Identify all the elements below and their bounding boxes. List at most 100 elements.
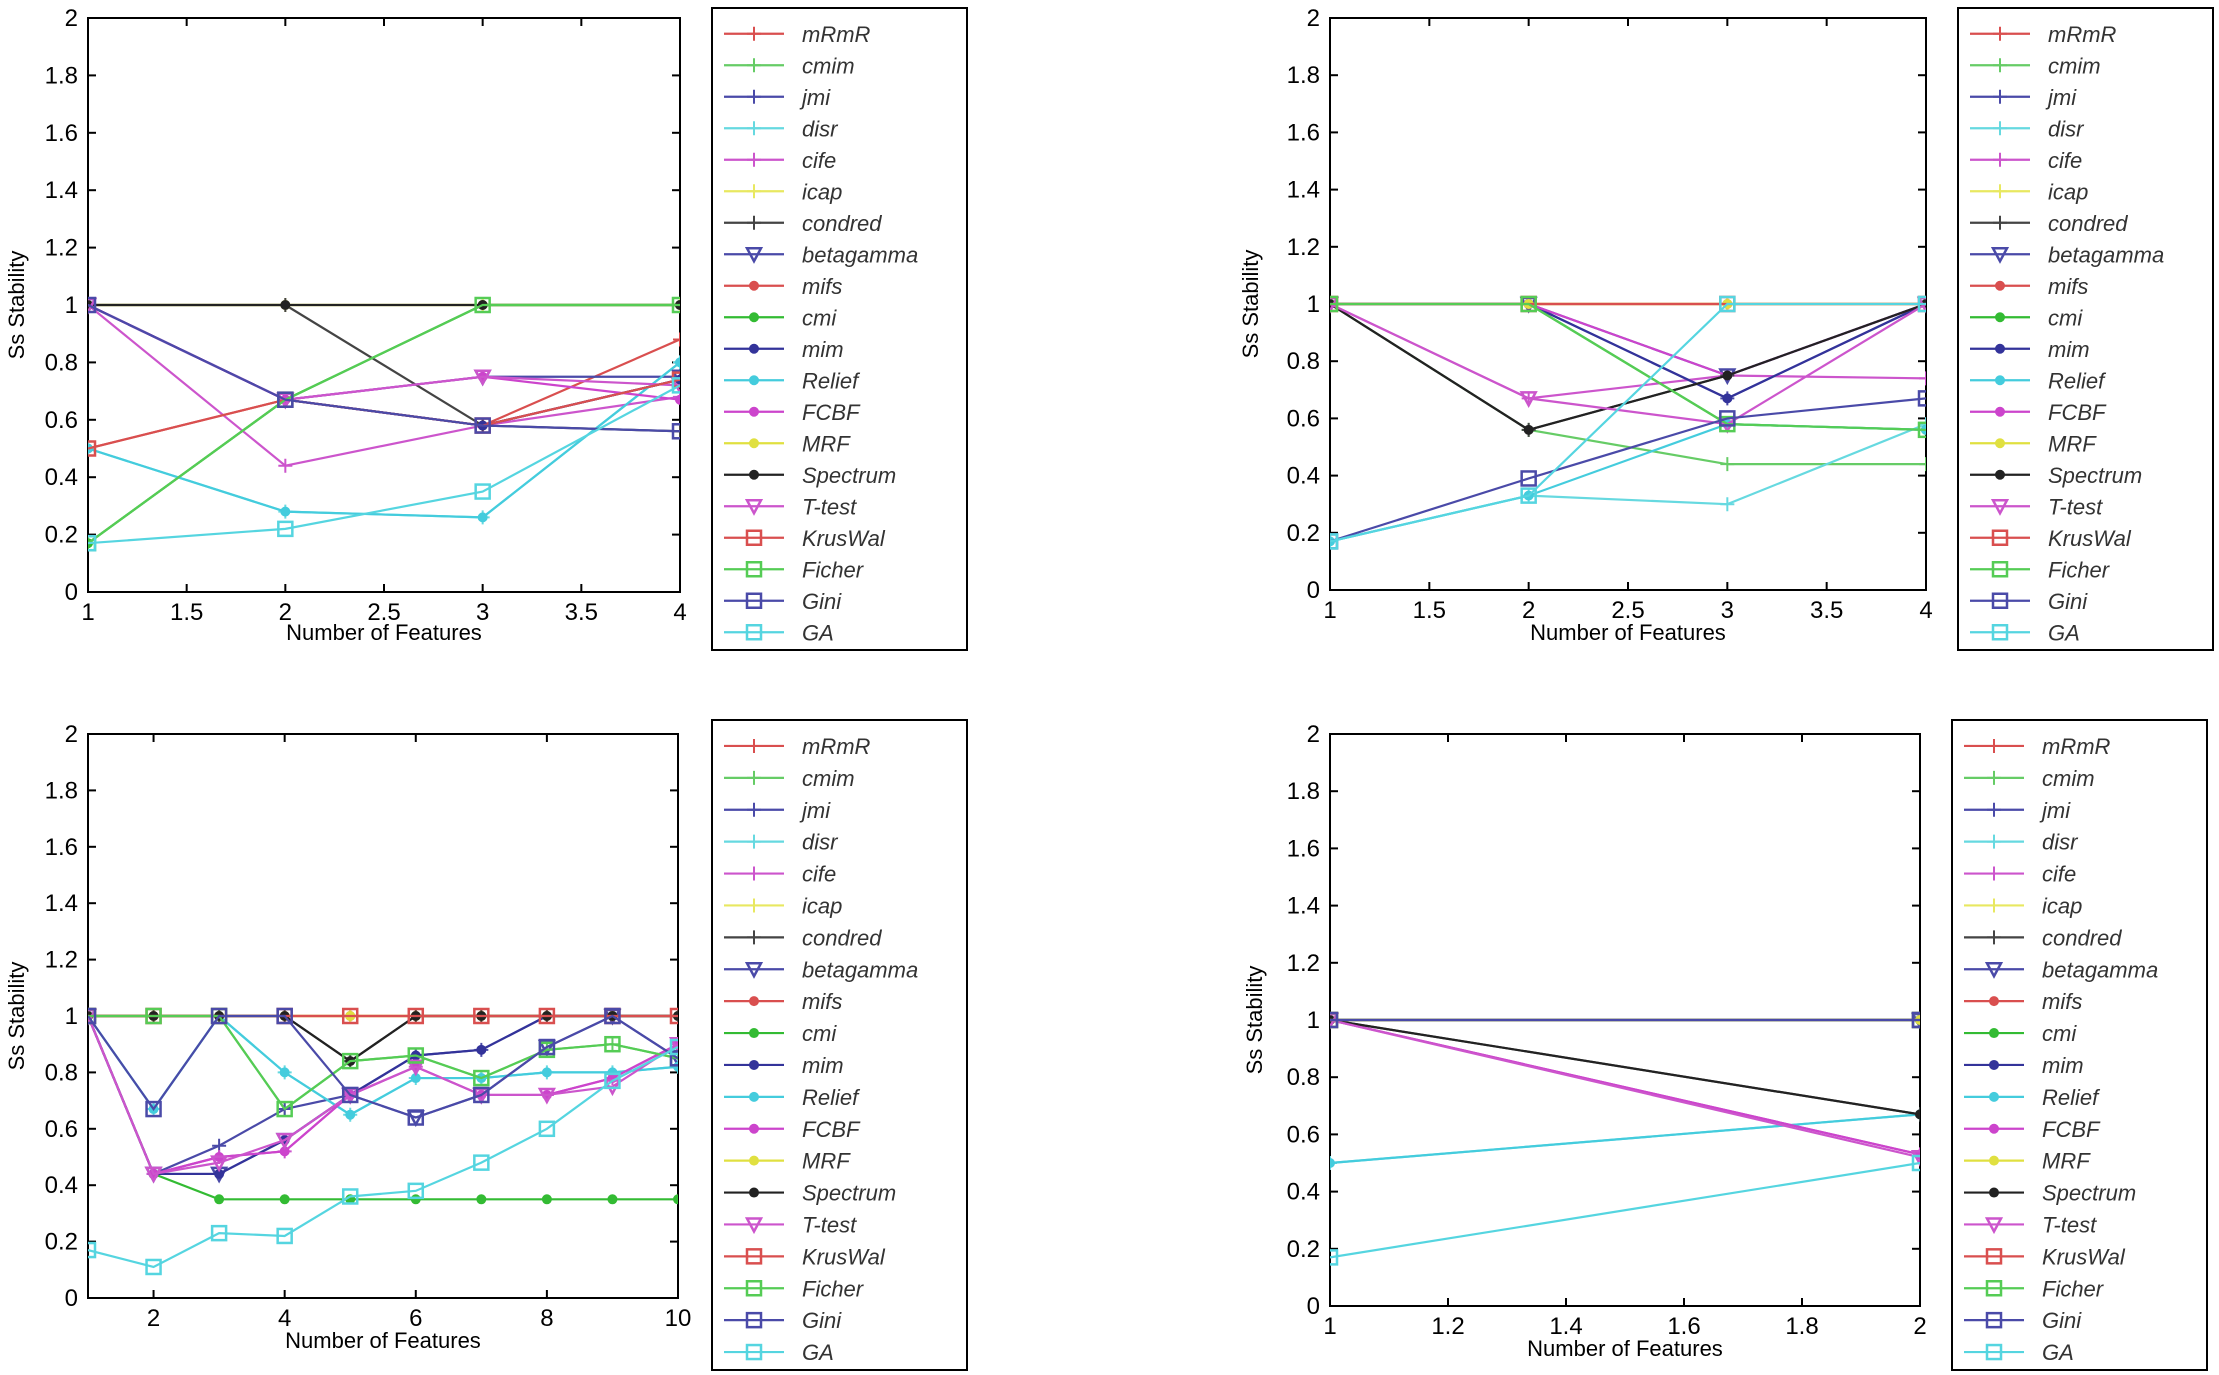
series-cmim [1330, 297, 1926, 472]
legend-marker [749, 1028, 759, 1039]
legend-marker [1991, 561, 2009, 578]
y-tick-label: 1.6 [45, 120, 78, 147]
series-ficher [88, 296, 680, 552]
legend-marker [749, 1155, 759, 1166]
y-axis-label: Ss Stability [1238, 250, 1263, 359]
legend-label: Spectrum [802, 463, 896, 488]
legend-label: disr [2048, 116, 2085, 141]
data-point [406, 1059, 425, 1077]
y-tick-label: 1 [65, 292, 78, 319]
legend-label: GA [802, 1340, 834, 1365]
legend-marker [744, 499, 764, 516]
data-point [673, 1061, 678, 1072]
series-ga [1330, 1154, 1920, 1266]
data-point [669, 1007, 678, 1025]
legend-box [1951, 719, 2208, 1371]
y-tick-label: 0.6 [45, 407, 78, 434]
legend-label: KrusWal [2042, 1244, 2126, 1269]
legend-marker [749, 1059, 759, 1070]
data-point [476, 1044, 487, 1055]
x-tick-label: 3.5 [1810, 597, 1843, 624]
data-point [473, 1007, 490, 1025]
legend-label: disr [2042, 830, 2079, 855]
y-tick-label: 1.6 [45, 834, 78, 861]
legend: mRmR cmim jmi disr cife icap condred betagamma m… [1957, 7, 2214, 651]
legend-label: Spectrum [2042, 1181, 2136, 1206]
data-point [210, 1224, 228, 1242]
series-ga [1330, 295, 1926, 550]
data-point [1919, 417, 1926, 432]
series-relief [88, 1011, 678, 1120]
data-point [1910, 1150, 1920, 1167]
legend-label: condred [2048, 211, 2128, 236]
series-gini [88, 296, 680, 440]
data-point [145, 1007, 162, 1025]
data-point [1523, 424, 1534, 435]
series-line [88, 303, 680, 545]
series-line [1330, 423, 1926, 543]
data-point [668, 1051, 678, 1068]
legend-label: condred [802, 211, 882, 236]
legend-marker [1987, 834, 2001, 849]
legend-marker [747, 215, 761, 230]
data-point [210, 1155, 229, 1173]
series-line [1330, 1113, 1920, 1165]
series-line [88, 1014, 678, 1116]
series-gini [88, 1007, 678, 1126]
data-point [607, 1194, 618, 1205]
legend-label: icap [802, 893, 842, 918]
data-point [280, 506, 291, 517]
y-tick-label: 2 [65, 5, 78, 32]
x-tick-label: 2.5 [367, 599, 400, 626]
legend-marker [747, 89, 761, 104]
legend-label: betagamma [802, 242, 918, 267]
legend-label: jmi [799, 798, 831, 823]
data-point [341, 1188, 359, 1205]
x-tick-label: 2 [1913, 1313, 1926, 1340]
data-point [473, 369, 492, 387]
series-t-test [1330, 1012, 1920, 1167]
data-point [1720, 457, 1735, 472]
x-tick-label: 1.8 [1785, 1313, 1818, 1340]
series-mifs [88, 374, 680, 454]
data-point [88, 440, 97, 457]
data-point [1520, 470, 1537, 487]
legend-marker [749, 1187, 759, 1198]
data-point [345, 1109, 356, 1120]
data-point [1330, 1249, 1339, 1266]
legend-marker [745, 624, 763, 641]
data-point [214, 1194, 225, 1205]
data-point [604, 1035, 621, 1053]
y-tick-label: 1.4 [45, 890, 78, 917]
legend-label: mim [2048, 337, 2090, 362]
chart-top-left: 0 0.2 0.4 0.6 0.8 1 1.2 1.4 1.6 1.8 2 1 1.5 2 2.5 3 3.5 4… [4, 5, 968, 651]
y-tick-label: 1.2 [45, 235, 78, 262]
legend-marker [749, 1091, 759, 1102]
series-line [88, 1014, 678, 1119]
x-axis-label: Number of Features [1527, 1336, 1723, 1361]
legend-marker [747, 184, 761, 199]
legend-label: FCBF [802, 400, 861, 425]
legend-label: betagamma [2042, 957, 2158, 982]
legend-label: KrusWal [802, 526, 886, 551]
series-group [1330, 1011, 1920, 1266]
data-point [280, 300, 291, 310]
legend-marker [1987, 802, 2001, 817]
y-tick-label: 0 [1307, 1293, 1320, 1320]
legend-marker [1987, 770, 2001, 785]
legend-box [711, 7, 968, 651]
data-point [277, 391, 294, 408]
series-line [1330, 1018, 1920, 1116]
data-point [538, 1007, 556, 1025]
data-point [276, 1227, 293, 1245]
series-line [1330, 303, 1926, 426]
legend-marker [1995, 280, 2005, 291]
legend-label: condred [802, 925, 882, 950]
series-line [1330, 302, 1926, 400]
series-gini [1330, 390, 1926, 550]
legend-marker [747, 834, 761, 849]
data-point [474, 417, 491, 434]
data-point [474, 296, 491, 314]
legend-marker [1984, 962, 2004, 979]
series-group [88, 296, 680, 552]
